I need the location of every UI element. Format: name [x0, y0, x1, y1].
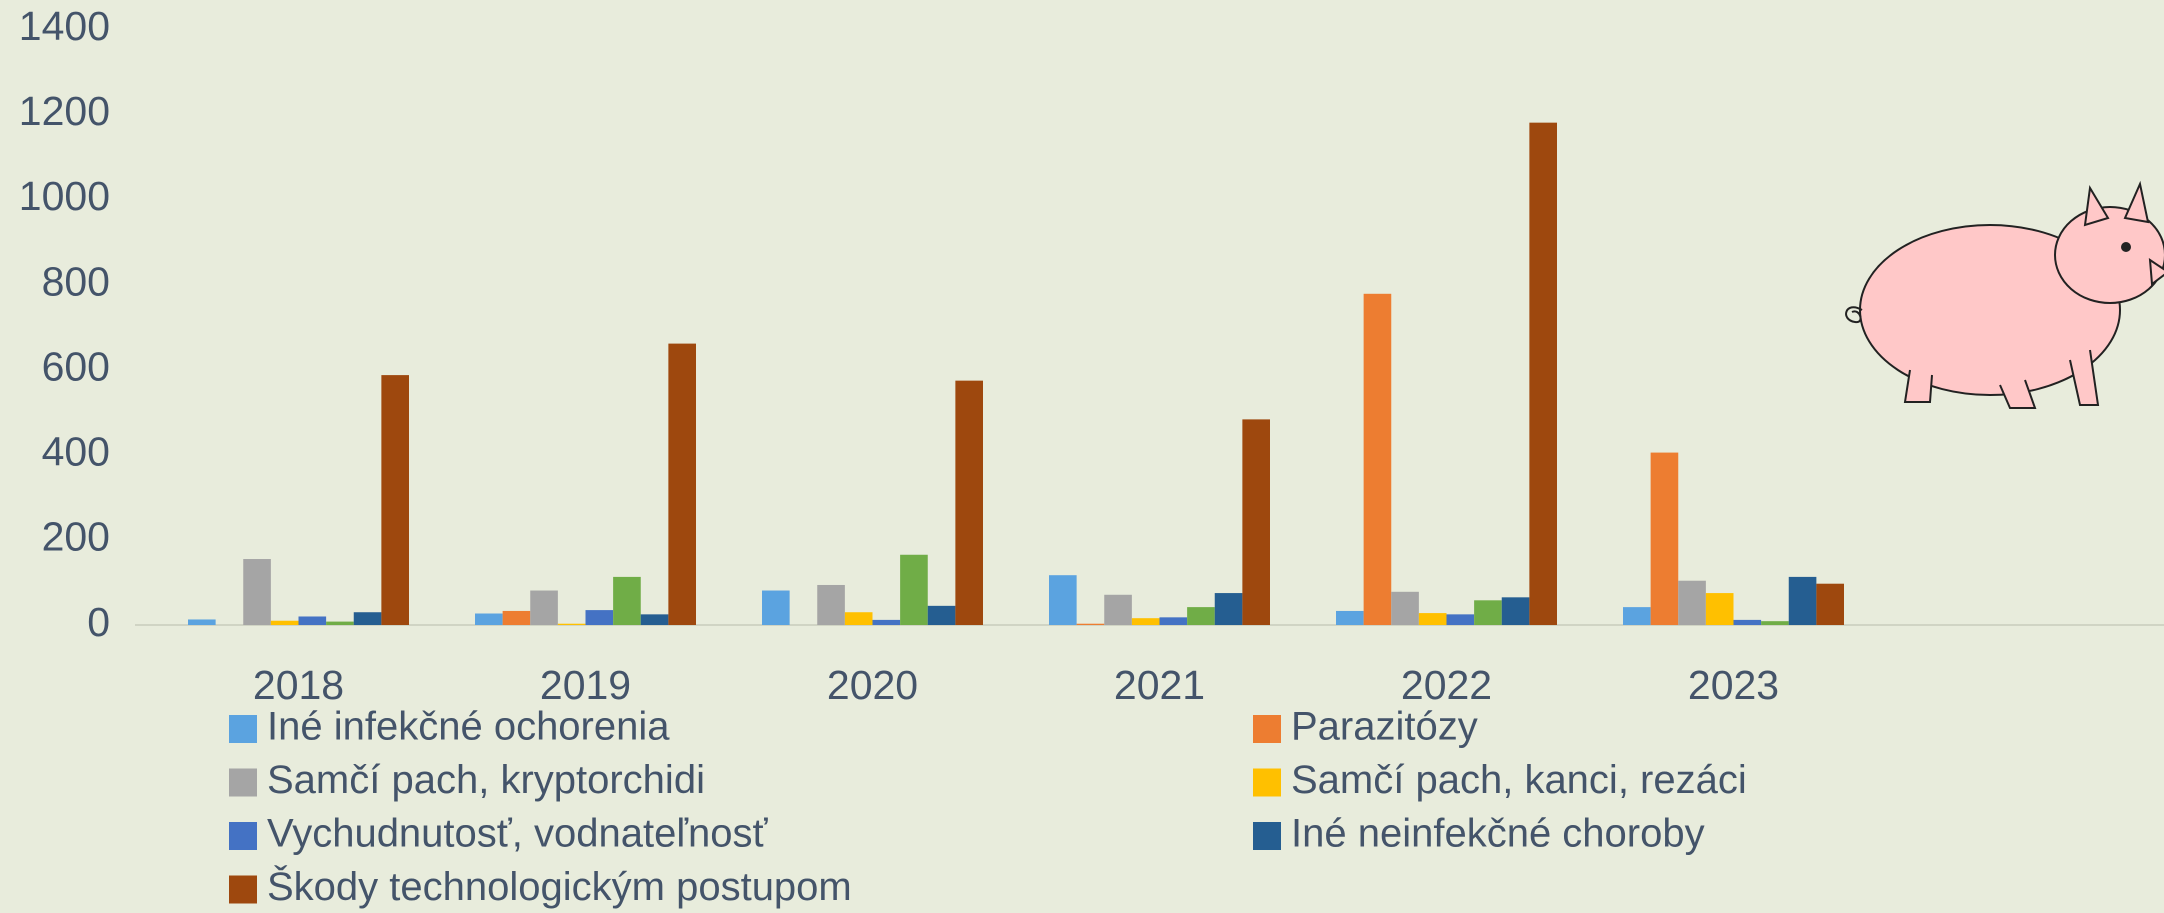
bar	[1761, 621, 1789, 625]
legend-label: Škody technologickým postupom	[267, 864, 852, 909]
bar	[243, 559, 271, 625]
legend-swatch	[229, 715, 257, 743]
legend-label: Iné neinfekčné choroby	[1291, 812, 1705, 856]
legend-swatch	[229, 822, 257, 850]
bar	[271, 621, 299, 625]
bar	[1789, 577, 1817, 625]
x-tick-label: 2020	[827, 662, 918, 708]
bar	[613, 577, 641, 625]
legend-label: Iné infekčné ochorenia	[267, 705, 670, 749]
x-tick-label: 2018	[253, 662, 344, 708]
bar	[188, 619, 216, 625]
legend-label: Vychudnutosť, vodnateľnosť	[267, 812, 769, 856]
bar	[1474, 600, 1502, 625]
bar	[558, 624, 586, 625]
bar	[762, 591, 790, 625]
bar	[900, 555, 928, 625]
bar	[1623, 607, 1651, 625]
bar	[1391, 592, 1419, 625]
bar	[817, 585, 845, 625]
bar	[1242, 419, 1270, 625]
bar	[299, 616, 327, 625]
bar	[1447, 614, 1475, 625]
legend-swatch	[1253, 715, 1281, 743]
bar	[955, 381, 983, 625]
bar	[1734, 620, 1762, 625]
bar	[1104, 595, 1132, 625]
bar	[1215, 593, 1243, 625]
y-tick-label: 0	[87, 599, 110, 645]
x-tick-label: 2023	[1688, 662, 1779, 708]
bar	[326, 622, 354, 625]
bar	[1816, 584, 1844, 625]
x-tick-label: 2022	[1401, 662, 1492, 708]
bar	[475, 614, 503, 625]
legend-label: Samčí pach, kanci, rezáci	[1291, 758, 1747, 802]
bar	[641, 614, 669, 625]
bar	[1529, 123, 1557, 625]
x-tick-label: 2019	[540, 662, 631, 708]
bar	[1678, 581, 1706, 625]
x-tick-label: 2021	[1114, 662, 1205, 708]
bar	[1502, 597, 1530, 625]
y-tick-label: 1400	[19, 3, 110, 49]
bar	[1364, 294, 1392, 625]
y-tick-label: 1200	[19, 88, 110, 134]
legend-label: Parazitózy	[1291, 705, 1478, 749]
y-tick-label: 200	[42, 514, 110, 560]
y-tick-label: 600	[42, 343, 110, 389]
bar	[1706, 593, 1734, 625]
pig-illustration	[1846, 184, 2164, 408]
legend-swatch	[1253, 822, 1281, 850]
bar	[845, 612, 873, 625]
bar	[586, 610, 614, 625]
bar	[1160, 617, 1188, 625]
bar	[1419, 613, 1447, 625]
chart: 0 200 400 600 800 1000 1200 1400 2018 2019 2020 202…	[0, 0, 2164, 913]
legend-swatch	[1253, 769, 1281, 797]
bar	[1651, 453, 1679, 625]
legend-label: Samčí pach, kryptorchidi	[267, 758, 705, 802]
bar	[1077, 624, 1105, 625]
legend-swatch	[229, 769, 257, 797]
y-tick-label: 400	[42, 429, 110, 475]
legend-swatch	[229, 876, 257, 904]
bar	[530, 591, 558, 625]
bar	[668, 344, 696, 625]
bar	[873, 620, 901, 625]
y-tick-label: 800	[42, 258, 110, 304]
y-tick-label: 1000	[19, 173, 110, 219]
bar	[928, 606, 956, 625]
bar	[381, 375, 409, 625]
bar	[1049, 575, 1077, 625]
bar	[503, 611, 531, 625]
bar	[1187, 607, 1215, 625]
bar	[1336, 611, 1364, 625]
bar	[354, 612, 382, 625]
bar	[1132, 618, 1160, 625]
